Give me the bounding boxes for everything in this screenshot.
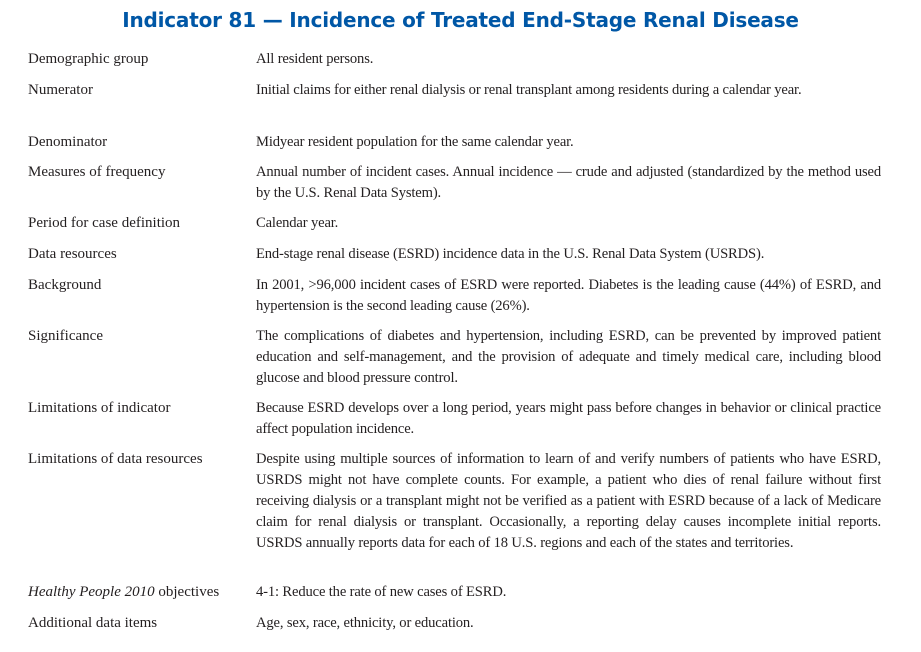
row-label: Period for case definition [28, 215, 181, 231]
row-value: Calendar year. [256, 215, 339, 231]
row-label: Measures of frequency [28, 164, 166, 180]
row-value: Midyear resident population for the same… [256, 134, 574, 150]
row-label-rest: objectives [154, 584, 220, 600]
row-label: Demographic group [28, 51, 149, 67]
row-value: All resident persons. [256, 51, 374, 67]
row-value: 4-1: Reduce the rate of new cases of ESR… [256, 584, 507, 600]
row-value: Annual number of incident cases. Annual … [256, 164, 881, 201]
row-value: In 2001, >96,000 incident cases of ESRD … [256, 277, 881, 314]
row-label: Additional data items [28, 615, 158, 631]
row-label: Data resources [28, 246, 117, 262]
row-label: Limitations of indicator [28, 400, 171, 416]
row-value: Initial claims for either renal dialysis… [256, 82, 802, 98]
row-label: Limitations of data resources [28, 451, 203, 467]
row-value: End-stage renal disease (ESRD) incidence… [256, 246, 765, 262]
row-label: Healthy People 2010 objectives [28, 582, 253, 603]
row-value: The complications of diabetes and hypert… [256, 328, 881, 386]
row-label-italic: Healthy People 2010 [28, 584, 155, 600]
row-label: Numerator [28, 82, 93, 98]
page-title: Indicator 81 — Incidence of Treated End-… [122, 8, 799, 32]
row-value: Despite using multiple sources of inform… [256, 451, 881, 551]
row-label: Significance [28, 328, 103, 344]
row-value: Age, sex, race, ethnicity, or education. [256, 615, 474, 631]
row-value: Because ESRD develops over a long period… [256, 400, 881, 437]
row-label: Background [28, 277, 102, 293]
row-label: Denominator [28, 134, 108, 150]
